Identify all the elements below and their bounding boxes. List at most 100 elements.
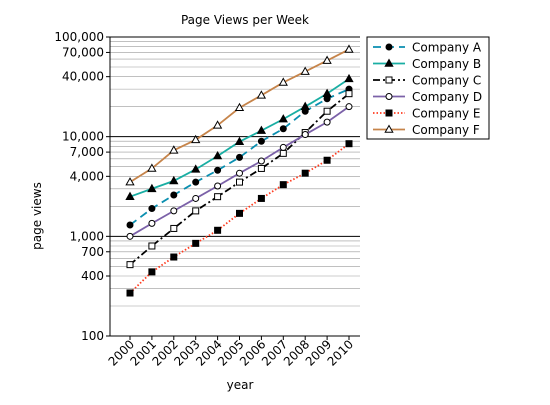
data-point-company-e [301,169,309,177]
legend-item-company-a: Company A [373,41,482,55]
legend-marker-company-d [385,93,393,100]
data-point-company-f [234,102,245,112]
series-company-c [126,90,353,269]
data-point-company-d [170,207,178,215]
series-line-company-a [129,88,350,226]
data-point-company-e [126,289,134,297]
series-company-f [125,44,354,186]
data-point-company-e [148,268,156,276]
data-point-company-c [279,149,287,157]
legend-marker-company-f [384,124,394,133]
data-point-company-a [126,221,134,229]
y-axis-label: page views [30,182,44,250]
y-tick-label: 4,000 [70,169,104,183]
series-company-b [125,73,354,200]
series-line-company-f [129,48,350,183]
data-point-company-f [300,66,310,75]
data-point-company-d [214,182,222,190]
data-point-company-e [192,239,200,247]
y-tick-label: 70,000 [62,45,104,59]
data-point-company-a [257,137,265,145]
legend: Company A Company B Company C Company D Comp… [366,36,490,140]
chart-title: Page Views per Week [181,13,309,27]
series-layer [125,44,354,297]
data-point-company-d [279,143,287,151]
data-point-company-a [214,166,222,174]
data-point-company-f [125,177,135,186]
data-point-company-d [323,118,331,126]
data-point-company-c [170,224,178,232]
y-tick-label: 1,000 [70,229,104,243]
y-tick-label: 40,000 [62,70,104,84]
data-point-company-f [191,134,201,144]
data-point-company-b [278,114,288,123]
data-point-company-d [192,194,200,202]
data-point-company-f [256,90,267,99]
data-point-company-f [322,55,332,64]
y-tick-label: 100,000 [54,30,104,44]
legend-item-company-d: Company D [373,90,482,104]
x-axis-label: year [227,378,254,392]
series-company-a [126,85,353,229]
data-point-company-b [169,175,179,185]
legend-item-company-e: Company E [373,107,480,121]
legend-marker-company-a [385,43,393,51]
legend-label-company-d: Company D [412,90,482,104]
data-point-company-e [279,181,287,189]
y-tick-label: 10,000 [62,130,104,144]
data-point-company-f [147,163,157,172]
data-point-company-f [344,44,354,53]
data-point-company-f [169,145,179,154]
data-point-company-d [236,169,243,177]
data-point-company-c [236,178,243,186]
data-point-company-a [170,191,178,199]
legend-item-company-b: Company B [373,57,481,71]
data-point-company-d [345,103,353,111]
data-point-company-f [278,77,288,86]
data-point-company-b [256,125,267,134]
data-point-company-f [212,120,223,129]
legend-marker-company-b [384,58,394,67]
y-tick-label: 100 [81,329,104,343]
legend-item-company-c: Company C [373,74,481,88]
series-company-e [126,140,353,297]
data-point-company-c [192,207,200,215]
legend-label-company-e: Company E [412,107,480,121]
series-company-d [126,103,353,240]
data-point-company-c [257,164,265,172]
data-point-company-a [236,153,243,161]
data-point-company-a [279,125,287,133]
data-point-company-c [148,242,156,250]
legend-item-company-f: Company F [373,123,480,137]
data-point-company-b [147,183,157,193]
data-point-company-b [344,73,354,83]
data-point-company-a [192,178,200,186]
y-tick-label: 700 [81,245,104,259]
legend-marker-company-e [385,109,393,117]
legend-label-company-a: Company A [412,41,482,55]
legend-label-company-c: Company C [412,74,481,88]
data-point-company-c [345,90,353,98]
data-point-company-b [212,150,223,160]
data-point-company-e [236,209,243,217]
y-tick-label: 400 [81,269,104,283]
data-point-company-d [126,232,134,240]
data-point-company-d [148,219,156,227]
legend-marker-company-c [385,76,393,84]
data-point-company-b [322,88,332,97]
series-line-company-e [129,142,350,294]
grid-layer [110,36,360,337]
legend-box [366,36,490,140]
data-point-company-d [301,131,309,139]
y-tick-label: 7,000 [70,145,104,159]
data-point-company-a [148,205,156,213]
data-point-company-c [214,193,222,201]
legend-label-company-b: Company B [412,57,481,71]
x-tick-label: 2010 [325,337,356,368]
data-point-company-b [191,164,201,173]
data-point-company-e [257,194,265,202]
data-point-company-e [345,140,353,148]
data-point-company-c [323,107,331,115]
